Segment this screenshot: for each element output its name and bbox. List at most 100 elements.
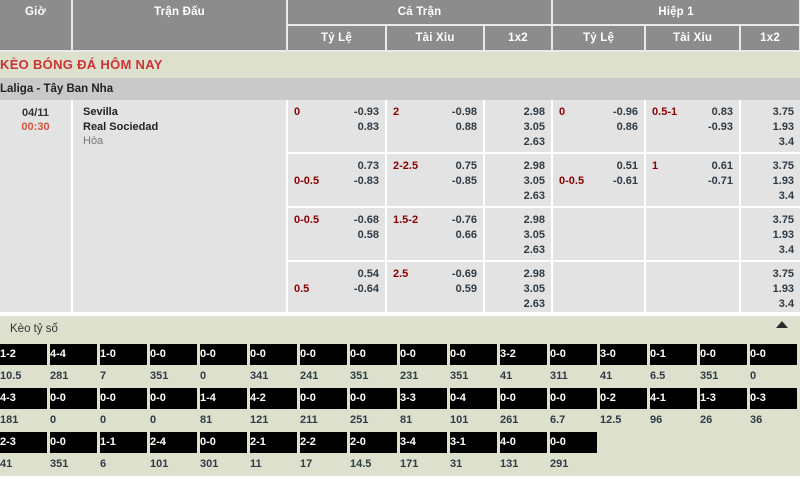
score-label[interactable]: 4-4 xyxy=(50,344,100,365)
match-teams-cell[interactable]: Sevilla Real Sociedad Hòa xyxy=(72,100,288,314)
half-handicap-cell[interactable] xyxy=(552,207,647,262)
score-label[interactable]: 1-4 xyxy=(200,388,250,409)
score-odds-value[interactable]: 291 xyxy=(550,453,600,476)
score-section-header[interactable]: Kèo tỷ số xyxy=(0,314,800,344)
full-overunder-cell[interactable]: 2.5 -0.69 0.59 xyxy=(386,261,485,314)
score-odds-value[interactable]: 351 xyxy=(150,365,200,388)
score-odds-value[interactable]: 36 xyxy=(750,409,800,432)
table-row[interactable]: 0-0.5 -0.68 0.58 1.5-2 -0.76 0.66 2.98 3.05 2.63… xyxy=(0,207,800,262)
score-odds-value[interactable]: 311 xyxy=(550,365,600,388)
score-odds-value[interactable]: 101 xyxy=(450,409,500,432)
score-odds-value[interactable]: 6 xyxy=(100,453,150,476)
score-label[interactable]: 0-0 xyxy=(150,344,200,365)
full-1x2-cell[interactable]: 2.98 3.05 2.63 xyxy=(484,207,554,262)
half-1x2-cell[interactable]: 3.75 1.93 3.4 xyxy=(740,153,800,208)
half-handicap-cell[interactable]: 0 -0.96 0.86 xyxy=(552,100,647,154)
score-odds-value[interactable]: 6.5 xyxy=(650,365,700,388)
score-odds-value[interactable]: 351 xyxy=(450,365,500,388)
score-odds-value[interactable]: 81 xyxy=(400,409,450,432)
score-odds-value[interactable]: 281 xyxy=(50,365,100,388)
half-1x2-cell[interactable]: 3.75 1.93 3.4 xyxy=(740,261,800,314)
score-label[interactable]: 0-0 xyxy=(500,388,550,409)
score-odds-value[interactable]: 0 xyxy=(150,409,200,432)
score-odds-value[interactable]: 10.5 xyxy=(0,365,50,388)
score-label[interactable]: 2-2 xyxy=(300,432,350,453)
score-odds-value[interactable]: 341 xyxy=(250,365,300,388)
full-handicap-cell[interactable]: 0 -0.93 0.83 xyxy=(287,100,387,154)
score-odds-value[interactable]: 241 xyxy=(300,365,350,388)
score-odds-value[interactable]: 351 xyxy=(700,365,750,388)
score-label[interactable]: 0-0 xyxy=(250,344,300,365)
score-odds-value[interactable]: 0 xyxy=(50,409,100,432)
full-overunder-cell[interactable]: 2 -0.98 0.88 xyxy=(386,100,485,154)
score-label[interactable]: 4-3 xyxy=(0,388,50,409)
full-overunder-cell[interactable]: 1.5-2 -0.76 0.66 xyxy=(386,207,485,262)
score-odds-value[interactable]: 81 xyxy=(200,409,250,432)
score-label[interactable]: 0-0 xyxy=(100,388,150,409)
score-odds-value[interactable]: 0 xyxy=(750,365,800,388)
score-odds-value[interactable]: 171 xyxy=(400,453,450,476)
score-odds-value[interactable]: 351 xyxy=(350,365,400,388)
score-odds-value[interactable]: 0 xyxy=(200,365,250,388)
score-label[interactable]: 2-1 xyxy=(250,432,300,453)
score-odds-value[interactable]: 181 xyxy=(0,409,50,432)
score-label[interactable]: 0-0 xyxy=(400,344,450,365)
league-title[interactable]: Laliga - Tây Ban Nha xyxy=(0,78,800,100)
half-overunder-cell[interactable] xyxy=(645,207,742,262)
score-label[interactable]: 0-0 xyxy=(750,344,800,365)
full-1x2-cell[interactable]: 2.98 3.05 2.63 xyxy=(484,153,554,208)
score-odds-value[interactable]: 0 xyxy=(100,409,150,432)
score-odds-value[interactable]: 41 xyxy=(500,365,550,388)
score-odds-value[interactable]: 261 xyxy=(500,409,550,432)
score-odds-value[interactable]: 31 xyxy=(450,453,500,476)
score-odds-value[interactable]: 96 xyxy=(650,409,700,432)
score-label[interactable]: 0-4 xyxy=(450,388,500,409)
score-label[interactable]: 3-1 xyxy=(450,432,500,453)
score-odds-value[interactable]: 26 xyxy=(700,409,750,432)
score-label[interactable]: 4-2 xyxy=(250,388,300,409)
score-label[interactable]: 3-0 xyxy=(600,344,650,365)
score-label[interactable]: 0-0 xyxy=(550,344,600,365)
half-1x2-cell[interactable]: 3.75 1.93 3.4 xyxy=(740,207,800,262)
score-label[interactable]: 3-2 xyxy=(500,344,550,365)
full-handicap-cell[interactable]: 0.54 0.5 -0.64 xyxy=(287,261,387,314)
score-label[interactable]: 0-0 xyxy=(550,388,600,409)
score-label[interactable]: 3-3 xyxy=(400,388,450,409)
table-row[interactable]: 04/11 00:30 Sevilla Real Sociedad Hòa 0 -0.93 0… xyxy=(0,100,800,314)
score-odds-value[interactable]: 12.5 xyxy=(600,409,650,432)
score-odds-value[interactable]: 17 xyxy=(300,453,350,476)
half-overunder-cell[interactable] xyxy=(645,261,742,314)
score-label[interactable]: 1-2 xyxy=(0,344,50,365)
league-row[interactable]: Laliga - Tây Ban Nha xyxy=(0,78,800,100)
score-label[interactable]: 4-1 xyxy=(650,388,700,409)
score-label[interactable]: 0-0 xyxy=(450,344,500,365)
table-row[interactable]: 0.73 0-0.5 -0.83 2-2.5 0.75 -0.85 2.98 3.05 2.63… xyxy=(0,153,800,208)
score-odds-value[interactable]: 231 xyxy=(400,365,450,388)
score-label[interactable]: 0-0 xyxy=(150,388,200,409)
score-label[interactable]: 0-0 xyxy=(300,344,350,365)
score-odds-value[interactable]: 301 xyxy=(200,453,250,476)
table-row[interactable]: 0.54 0.5 -0.64 2.5 -0.69 0.59 2.98 3.05 2.63 3.75… xyxy=(0,261,800,314)
score-label[interactable]: 0-0 xyxy=(300,388,350,409)
score-label[interactable]: 0-2 xyxy=(600,388,650,409)
score-odds-value[interactable]: 351 xyxy=(50,453,100,476)
full-handicap-cell[interactable]: 0.73 0-0.5 -0.83 xyxy=(287,153,387,208)
half-1x2-cell[interactable]: 3.75 1.93 3.4 xyxy=(740,100,800,154)
score-label[interactable]: 0-1 xyxy=(650,344,700,365)
half-overunder-cell[interactable]: 1 0.61 -0.71 xyxy=(645,153,742,208)
score-odds-value[interactable]: 14.5 xyxy=(350,453,400,476)
score-label[interactable]: 0-0 xyxy=(550,432,600,453)
score-label[interactable]: 2-4 xyxy=(150,432,200,453)
score-odds-value[interactable]: 41 xyxy=(0,453,50,476)
score-label[interactable]: 4-0 xyxy=(500,432,550,453)
score-odds-value[interactable]: 101 xyxy=(150,453,200,476)
score-label[interactable]: 3-4 xyxy=(400,432,450,453)
half-overunder-cell[interactable]: 0.5-1 0.83 -0.93 xyxy=(645,100,742,154)
score-odds-value[interactable]: 121 xyxy=(250,409,300,432)
score-label[interactable]: 0-0 xyxy=(200,344,250,365)
full-1x2-cell[interactable]: 2.98 3.05 2.63 xyxy=(484,261,554,314)
score-label[interactable]: 0-0 xyxy=(50,432,100,453)
score-odds-value[interactable]: 131 xyxy=(500,453,550,476)
score-label[interactable]: 0-0 xyxy=(50,388,100,409)
score-label[interactable]: 0-0 xyxy=(350,388,400,409)
